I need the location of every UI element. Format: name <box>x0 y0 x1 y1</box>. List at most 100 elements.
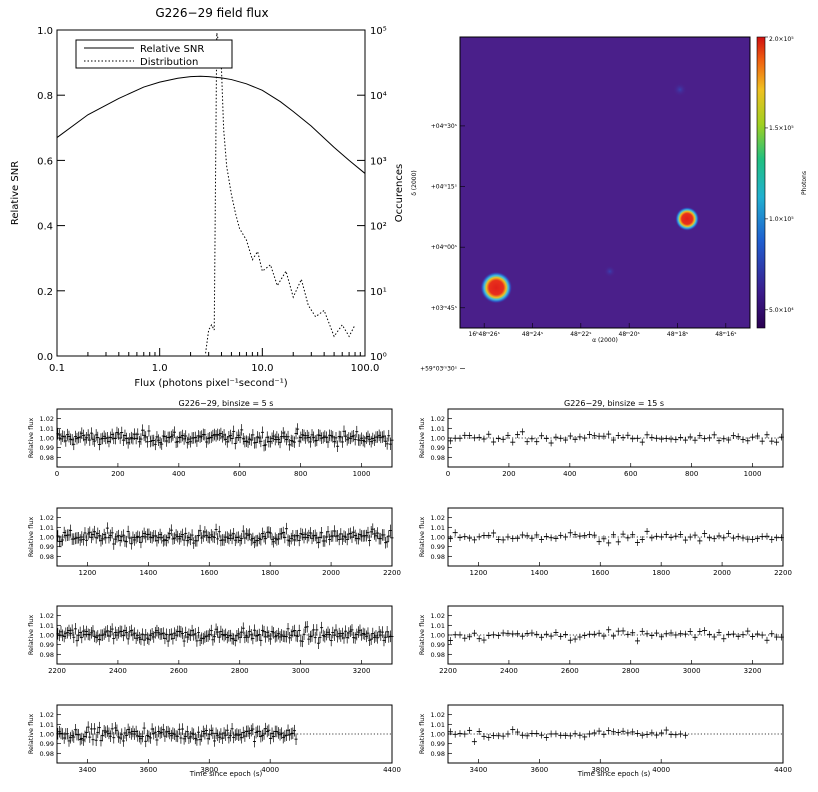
sky-source-second <box>675 206 700 231</box>
lc-x-tick-label: 800 <box>294 470 307 478</box>
lc-x-tick-label: 4000 <box>261 766 279 774</box>
ra-tick-label: 16ʰ48ᵐ26ˢ <box>469 331 500 338</box>
lc-x-tick-label: 200 <box>502 470 515 478</box>
lc-x-tick-label: 600 <box>624 470 637 478</box>
y-tick-label: 0.4 <box>37 222 53 233</box>
lc-x-tick-label: 3200 <box>353 667 371 675</box>
lightcurve-panel: 0.98 0.991.00 1.01 1.02 2200 2400 2600 2800 3000… <box>418 605 784 675</box>
lc-x-tick-label: 1400 <box>139 569 157 577</box>
lc-y-tick-label: 0.99 <box>431 444 445 452</box>
lc-x-tick-label: 2400 <box>109 667 127 675</box>
lightcurve-panel: 0.98 0.991.00 1.01 1.02 3400 3600 3800 4000 4400… <box>27 704 401 774</box>
sky-panel: 16ʰ48ᵐ26ˢ 48ᵐ24ˢ 48ᵐ22ˢ 48ᵐ20ˢ 48ᵐ18ˢ 48ᵐ16ˢ … <box>411 36 808 372</box>
lc-x-tick-label: 400 <box>172 470 185 478</box>
colorbar-ticks: 2.0×10⁵ 1.5×10⁵ 1.0×10⁵ 5.0×10⁴ <box>765 36 794 314</box>
lc-x-tick-label: 600 <box>233 470 246 478</box>
x-tick-label: 0.1 <box>49 363 65 374</box>
lc-x-tick-label: 2400 <box>500 667 518 675</box>
lc-x-tick-label: 400 <box>563 470 576 478</box>
lc-x-tick-label: 200 <box>111 470 124 478</box>
lc-left-title: G226−29, binsize = 5 s <box>179 399 274 408</box>
lc-y-label: Relative flux <box>418 418 426 458</box>
lc-right-title: G226−29, binsize = 15 s <box>564 399 664 408</box>
lc-y-tick-label: 0.98 <box>40 750 54 758</box>
lc-y-tick-label: 0.98 <box>431 651 445 659</box>
lc-y-tick-label: 1.02 <box>40 415 54 423</box>
y-tick-label: 0.2 <box>37 287 53 298</box>
lc-y-label: Relative flux <box>27 418 35 458</box>
lc-y-tick-label: 0.98 <box>431 750 445 758</box>
sky-frame <box>459 36 751 329</box>
lc-x-tick-label: 1200 <box>470 569 488 577</box>
sky-source-bright <box>480 271 513 304</box>
lc-x-tick-label: 2600 <box>561 667 579 675</box>
sky-x-ticks: 16ʰ48ᵐ26ˢ 48ᵐ24ˢ 48ᵐ22ˢ 48ᵐ20ˢ 48ᵐ18ˢ 48ᵐ16ˢ <box>469 323 736 338</box>
lc-x-tick-label: 1000 <box>353 470 371 478</box>
lc-y-tick-label: 1.00 <box>40 435 54 443</box>
lc-y-tick-label: 1.02 <box>431 711 445 719</box>
lc-y-tick-label: 0.99 <box>431 740 445 748</box>
lc-y-tick-label: 1.00 <box>431 435 445 443</box>
lc-y-label: Relative flux <box>418 517 426 557</box>
y-tick-label: 0.8 <box>37 91 53 102</box>
lc-y-tick-label: 1.02 <box>40 711 54 719</box>
dec-tick-label: +04ᵐ30ˢ <box>431 123 457 130</box>
lc-x-tick-label: 3400 <box>470 766 488 774</box>
lc-x-tick-label: 4400 <box>383 766 401 774</box>
x-tick-label: 100.0 <box>351 363 380 374</box>
legend-label-snr: Relative SNR <box>140 44 204 55</box>
dec-tick-label: +04ᵐ00ˢ <box>431 244 457 251</box>
lc-x-tick-label: 3600 <box>530 766 548 774</box>
lightcurve-points <box>447 428 784 447</box>
lc-y-tick-label: 1.00 <box>431 534 445 542</box>
flux-y-label: Relative SNR <box>10 161 21 225</box>
lc-x-tick-label: 1600 <box>200 569 218 577</box>
lc-y-tick-label: 1.01 <box>431 622 445 630</box>
lc-x-tick-label: 2600 <box>170 667 188 675</box>
y2-tick-label: 10² <box>370 222 387 233</box>
flux-y2-ticks: 10⁰ 10¹ 10² 10³ 10⁴ 10⁵ <box>357 26 387 363</box>
lc-y-tick-label: 1.00 <box>40 632 54 640</box>
legend-label-distribution: Distribution <box>140 57 198 68</box>
lightcurve-panel: 0.98 0.991.00 1.01 1.02 2200 2400 2600 2800 3000… <box>27 605 394 675</box>
lc-y-tick-label: 1.01 <box>431 524 445 532</box>
flux-x-label: Flux (photons pixel⁻¹second⁻¹) <box>134 378 287 389</box>
lc-y-tick-label: 1.01 <box>431 425 445 433</box>
lc-x-tick-label: 3400 <box>79 766 97 774</box>
series-relative-snr <box>56 75 366 174</box>
sky-y-ticks: +04ᵐ30ˢ +04ᵐ15ˢ +04ᵐ00ˢ +03ᵐ45ˢ +59°03ᵐ30ˢ <box>420 123 465 372</box>
y-tick-label: 0.6 <box>37 156 53 167</box>
lc-y-tick-label: 1.02 <box>40 514 54 522</box>
sky-y-label: δ (2000) <box>411 170 418 196</box>
lc-y-tick-label: 0.98 <box>40 454 54 462</box>
lightcurve-points <box>447 626 784 645</box>
lc-left-x-label: Time since epoch (s) <box>189 770 263 778</box>
lightcurve-panel: 0.98 0.991.00 1.01 1.02 1200 1400 1600 1800 2000… <box>418 507 792 577</box>
lc-y-tick-label: 1.01 <box>40 425 54 433</box>
y2-tick-label: 10¹ <box>370 287 387 298</box>
lc-y-tick-label: 1.00 <box>431 632 445 640</box>
lightcurve-panel: 0.98 0.991.00 1.01 1.02 0 200 400 600 800 1000 Rel… <box>27 408 394 478</box>
lc-y-tick-label: 0.99 <box>431 641 445 649</box>
lightcurve-panel: 0.98 0.991.00 1.01 1.02 1200 1400 1600 1800 2000… <box>27 507 401 577</box>
lightcurve-panel: 0.98 0.991.00 1.01 1.02 0 200 400 600 800 1000 Rel… <box>418 408 784 478</box>
ra-tick-label: 48ᵐ20ˢ <box>619 331 640 338</box>
lc-x-tick-label: 4400 <box>774 766 792 774</box>
lightcurve-panel: 0.98 0.991.00 1.01 1.02 3400 3600 3800 4000 4400… <box>418 704 792 774</box>
y2-tick-label: 10⁰ <box>370 352 387 363</box>
ra-tick-label: 48ᵐ24ˢ <box>522 331 543 338</box>
lc-y-tick-label: 1.01 <box>431 721 445 729</box>
colorbar-label: Photons <box>801 171 808 195</box>
colorbar-tick-label: 1.0×10⁵ <box>769 216 794 223</box>
lightcurve-points <box>56 423 394 453</box>
x-tick-label: 1.0 <box>152 363 168 374</box>
series-distribution <box>205 32 356 354</box>
lc-x-tick-label: 1600 <box>591 569 609 577</box>
lc-x-tick-label: 4000 <box>652 766 670 774</box>
lc-y-tick-label: 1.01 <box>40 721 54 729</box>
lc-y-tick-label: 0.99 <box>40 444 54 452</box>
lc-y-tick-label: 0.99 <box>40 740 54 748</box>
lc-y-tick-label: 1.00 <box>40 534 54 542</box>
y-tick-label: 1.0 <box>37 26 53 37</box>
flux-y2-label: Occurences <box>394 164 405 222</box>
